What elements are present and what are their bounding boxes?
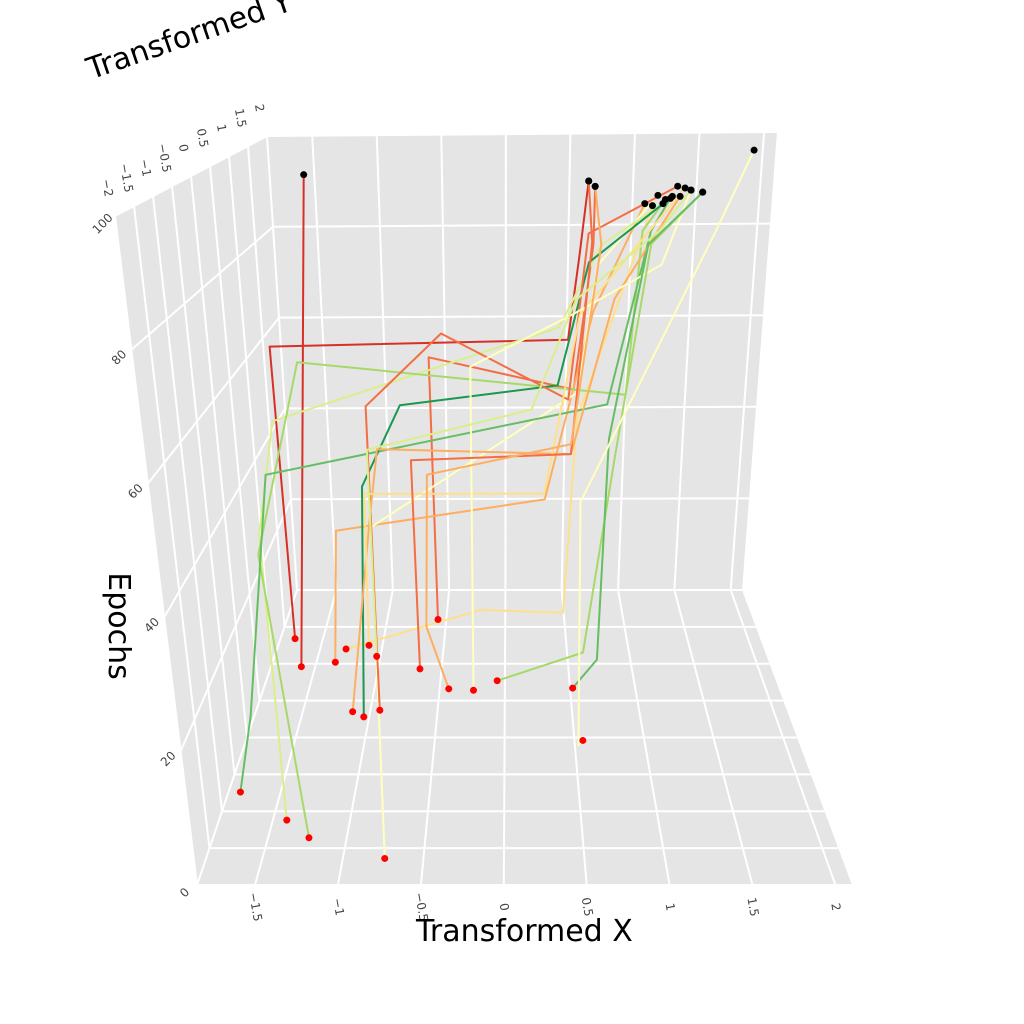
start-marker-8[interactable] — [305, 834, 313, 842]
x-tick-label: 0 — [497, 902, 512, 912]
end-marker-4[interactable] — [641, 200, 649, 208]
trajectory-line-10[interactable] — [361, 195, 674, 717]
end-marker-5[interactable] — [648, 202, 656, 210]
z-axis-title: Epochs — [100, 572, 136, 680]
start-marker-17[interactable] — [579, 736, 587, 744]
start-marker-16[interactable] — [569, 684, 577, 692]
start-marker-1[interactable] — [291, 635, 299, 643]
start-marker-18[interactable] — [416, 665, 424, 673]
y-tick-label: 1.5 — [232, 107, 249, 128]
x-tick-label: −0.5 — [412, 891, 431, 922]
end-marker-6[interactable] — [654, 191, 662, 199]
trajectory-line-4[interactable] — [334, 203, 646, 663]
y-tick-label: 0.5 — [194, 127, 211, 148]
back-wall-plane — [267, 132, 777, 590]
x-axis-title: Transformed X — [416, 914, 633, 949]
trajectory-line-14[interactable] — [469, 189, 692, 691]
z-gridline — [179, 497, 750, 752]
start-marker-3[interactable] — [434, 616, 442, 623]
trajectory-line-5[interactable] — [345, 205, 654, 650]
trajectory-line-8[interactable] — [257, 198, 667, 838]
end-marker-12[interactable] — [676, 192, 684, 200]
start-marker-6[interactable] — [381, 854, 389, 862]
end-marker-18[interactable] — [585, 177, 593, 185]
trajectory-line-16[interactable] — [571, 191, 704, 689]
trajectory-line-13[interactable] — [363, 187, 686, 646]
z-tick-label: 60 — [125, 481, 146, 502]
y-tick-label: −1.5 — [117, 162, 136, 193]
start-marker-4[interactable] — [331, 658, 339, 666]
trajectory-line-19[interactable] — [425, 186, 603, 690]
z-tick-label: 0 — [177, 885, 192, 900]
y-tick-label: −0.5 — [155, 142, 174, 173]
end-marker-11[interactable] — [674, 182, 682, 190]
start-marker-5[interactable] — [342, 645, 350, 653]
start-marker-13[interactable] — [365, 641, 373, 649]
y-tick-label: 0 — [176, 143, 191, 153]
z-gridline — [163, 405, 757, 618]
end-marker-17[interactable] — [750, 146, 758, 154]
end-marker-2[interactable] — [300, 171, 308, 179]
trajectory-line-20[interactable] — [365, 189, 692, 657]
trajectory-line-15[interactable] — [496, 191, 704, 682]
start-marker-20[interactable] — [373, 652, 381, 660]
trajectory-line-18[interactable] — [409, 180, 594, 669]
y-tick-label: 1 — [214, 123, 229, 133]
end-marker-10[interactable] — [668, 192, 676, 200]
end-marker-19[interactable] — [591, 182, 599, 190]
x-tick-label: −1.5 — [246, 891, 265, 922]
end-marker-13[interactable] — [681, 184, 689, 192]
z-gridline — [114, 131, 778, 217]
start-marker-10[interactable] — [360, 713, 368, 721]
end-marker-16[interactable] — [699, 188, 707, 196]
z-gridline — [147, 314, 764, 485]
x-tick-label: 1.5 — [744, 896, 761, 917]
x-tick-label: 1 — [663, 902, 678, 912]
start-marker-11[interactable] — [376, 706, 384, 714]
z-tick-label: 20 — [158, 748, 179, 769]
start-marker-12[interactable] — [349, 708, 357, 716]
end-marker-20[interactable] — [687, 186, 695, 194]
start-marker-2[interactable] — [297, 663, 305, 671]
x-tick-label: −1 — [330, 897, 347, 917]
z-tick-label: 100 — [90, 211, 116, 237]
x-tick-label: 2 — [828, 902, 843, 912]
y-tick-label: −1 — [137, 158, 154, 178]
z-tick-label: 80 — [109, 347, 130, 368]
x-tick-label: 0.5 — [579, 896, 596, 917]
trajectory-line-1[interactable] — [268, 180, 590, 639]
start-marker-7[interactable] — [283, 816, 291, 824]
start-marker-9[interactable] — [236, 788, 244, 796]
start-marker-14[interactable] — [469, 686, 477, 694]
start-marker-15[interactable] — [493, 677, 501, 685]
z-tick-label: 40 — [141, 615, 162, 636]
trajectory-line-17[interactable] — [577, 149, 756, 746]
y-tick-label: 2 — [252, 103, 267, 113]
start-marker-19[interactable] — [445, 685, 453, 693]
y-tick-label: −2 — [99, 178, 116, 198]
trajectory-line-2[interactable] — [300, 174, 305, 667]
